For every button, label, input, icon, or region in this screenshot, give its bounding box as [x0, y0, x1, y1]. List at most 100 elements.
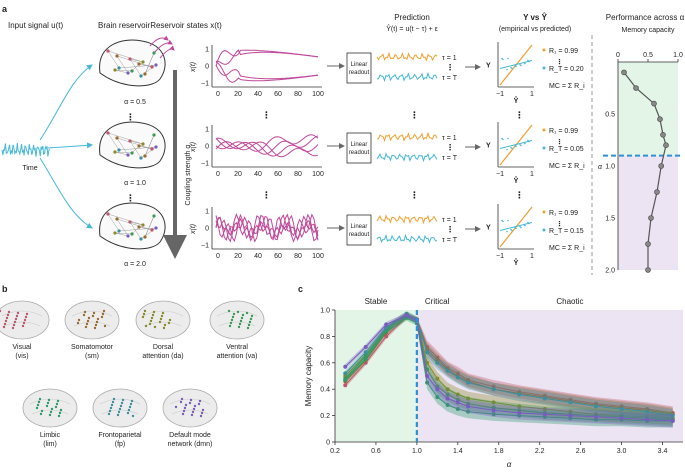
- state-xtick: 20: [234, 91, 242, 98]
- state-ylabel: x(t): [190, 62, 197, 73]
- time-label: Time: [22, 165, 37, 172]
- reservoir-edge: [107, 132, 120, 151]
- scatter-point: [510, 228, 512, 231]
- x-tick-label: 3.0: [617, 448, 627, 455]
- memory-capacity-chart: Stable Critical Chaotic00.20.40.60.81.00.2…: [304, 297, 683, 469]
- network-node: [245, 311, 249, 315]
- series-point: [542, 412, 547, 417]
- reservoir-edge: [118, 64, 157, 69]
- network-node: [144, 324, 148, 328]
- state-ytick: −1: [201, 243, 209, 250]
- reservoir-edge: [129, 58, 142, 77]
- x-tick-label: 2.6: [576, 448, 586, 455]
- scatter-point: [506, 148, 508, 151]
- reservoir-node: [126, 153, 130, 157]
- reservoir-edge: [114, 69, 133, 72]
- network-node: [86, 319, 90, 323]
- network-node: [162, 326, 166, 330]
- network-node: [48, 413, 52, 417]
- network-node: [230, 318, 234, 322]
- network-node: [250, 314, 254, 318]
- network-node: [148, 322, 152, 326]
- scatter-point: [520, 226, 522, 229]
- perf-point: [663, 142, 669, 148]
- reservoir-node: [106, 212, 110, 216]
- series-point: [491, 408, 496, 413]
- tau1-label: τ = 1: [442, 55, 457, 62]
- perf-point: [648, 215, 654, 221]
- series-point: [435, 376, 440, 381]
- network-node: [13, 320, 17, 324]
- series-point: [645, 417, 650, 422]
- network-name: Visual: [13, 344, 32, 351]
- network-node: [232, 312, 236, 316]
- network-node: [7, 310, 11, 314]
- network-node: [184, 403, 188, 407]
- network-node: [182, 409, 186, 413]
- perf-point: [645, 267, 651, 273]
- network-node: [168, 318, 172, 322]
- reservoir-node: [115, 54, 119, 58]
- network-node: [126, 411, 130, 415]
- network-node: [5, 316, 9, 320]
- perf-point: [645, 241, 651, 247]
- brain-reservoirs: [99, 35, 175, 250]
- network-node: [93, 326, 97, 330]
- series-band: [345, 315, 673, 428]
- series-point: [670, 418, 675, 423]
- vs-subtitle: (empirical vs predicted): [499, 26, 571, 33]
- reservoir-edge: [114, 232, 133, 235]
- mc-formula: MC = Σ R_i: [549, 245, 585, 252]
- series-point: [384, 322, 389, 327]
- series-point: [363, 356, 368, 361]
- prediction-trace-tauT: [376, 152, 438, 163]
- reservoir-node: [117, 229, 121, 233]
- reservoir-edge: [107, 50, 144, 63]
- tau-ellipsis: ⋮: [446, 143, 454, 152]
- rT-marker: [542, 228, 546, 232]
- series-point: [384, 329, 389, 334]
- series-point: [466, 380, 471, 385]
- perf-point: [657, 116, 663, 122]
- network-node: [192, 407, 196, 411]
- state-ylabel: x(t): [190, 142, 197, 153]
- network-node: [107, 412, 111, 416]
- reservoir-edge: [144, 215, 155, 238]
- state-xtick: 20: [234, 253, 242, 260]
- ellipsis-states-2: ⋮: [262, 190, 271, 200]
- perf-title: Performance across α: [606, 13, 685, 22]
- rT-marker: [542, 146, 546, 150]
- series-point: [445, 403, 450, 408]
- series-point: [343, 371, 348, 376]
- network-node: [3, 322, 7, 326]
- scatter-point: [520, 144, 522, 147]
- alpha-label-3: α = 2.0: [124, 261, 146, 268]
- y-tick-label: 0.6: [320, 360, 330, 367]
- series-point: [542, 407, 547, 411]
- network-node: [21, 324, 25, 328]
- series-point: [619, 407, 624, 411]
- series-7: [343, 312, 675, 428]
- network-node: [247, 323, 251, 327]
- series-point: [435, 387, 440, 392]
- network-node: [35, 406, 39, 410]
- reservoir-edge: [129, 58, 144, 63]
- network-name: Dorsal: [153, 344, 174, 351]
- network-sulci: [1, 310, 43, 327]
- reservoir-edge: [118, 227, 157, 232]
- series-point: [343, 364, 348, 369]
- series-point: [491, 387, 496, 392]
- tauT-label: τ = T: [442, 155, 458, 162]
- ellipsis-brain-2: ⋮: [126, 193, 135, 203]
- state-trace: [215, 61, 319, 83]
- reservoir-edge: [129, 140, 144, 145]
- network-node: [188, 401, 192, 405]
- scatter-point: [523, 141, 525, 144]
- y-tick-label: 1.0: [320, 308, 330, 315]
- network-node: [128, 405, 132, 409]
- network-brain-outline: [22, 388, 78, 428]
- network-node: [229, 321, 233, 325]
- network-node: [77, 318, 81, 322]
- reservoir-edge: [116, 137, 153, 150]
